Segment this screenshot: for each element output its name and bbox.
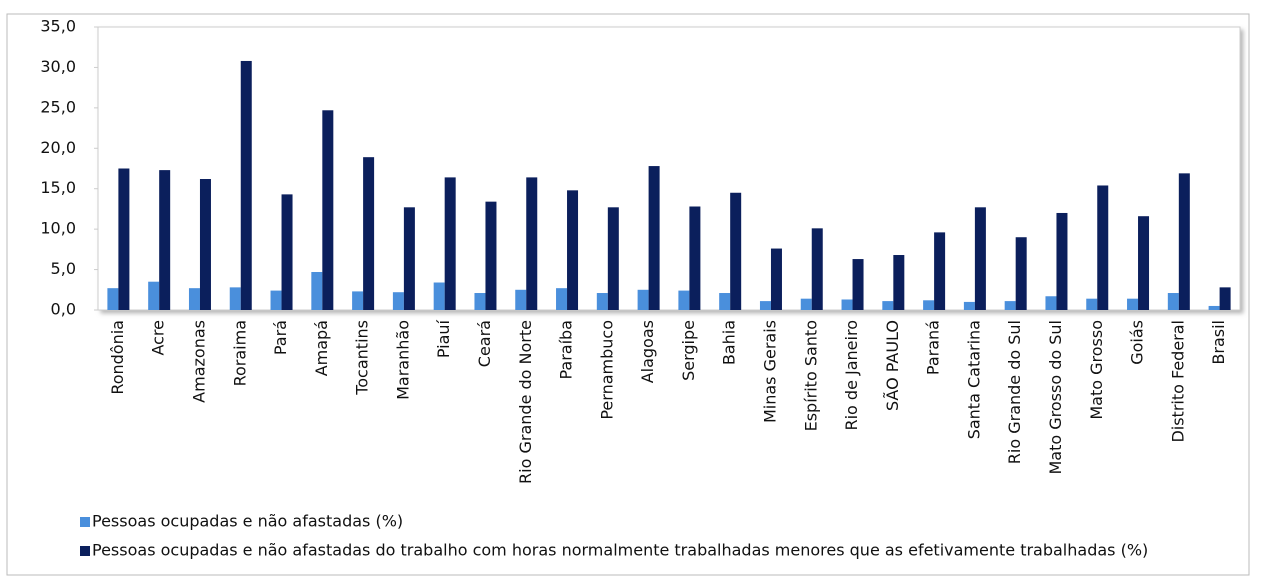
x-tick-label: Tocantins <box>353 320 372 396</box>
bar <box>1208 305 1220 310</box>
bar <box>281 194 293 310</box>
bar <box>1127 298 1139 310</box>
x-tick-label: Pará <box>271 320 290 355</box>
bar <box>1086 298 1098 310</box>
x-tick-label: Paraná <box>924 320 943 375</box>
bar <box>607 207 619 310</box>
bar <box>526 177 538 310</box>
x-tick-label: Pernambuco <box>597 320 616 420</box>
bar <box>270 290 282 310</box>
bar <box>229 287 241 310</box>
bar <box>433 282 445 310</box>
bar <box>1138 216 1150 310</box>
x-tick-label: Sergipe <box>679 320 698 381</box>
y-tick-label: 30,0 <box>40 57 76 76</box>
bar <box>159 170 171 310</box>
bar <box>811 228 823 310</box>
x-tick-label: Goiás <box>1128 320 1147 365</box>
bar <box>1004 301 1016 310</box>
bar <box>474 293 486 310</box>
bar <box>240 60 252 311</box>
bar <box>485 201 497 310</box>
bar <box>689 206 701 310</box>
bar <box>515 289 527 310</box>
x-tick-label: Rio Grande do Sul <box>1005 320 1024 464</box>
x-tick-label: Amazonas <box>189 320 208 403</box>
x-tick-label: Amapá <box>312 320 331 376</box>
bar <box>934 232 946 310</box>
bar <box>648 166 660 310</box>
bar <box>637 289 649 310</box>
y-tick-label: 15,0 <box>40 178 76 197</box>
x-tick-label: Ceará <box>475 320 494 367</box>
x-tick-label: Mato Grosso do Sul <box>1046 320 1065 475</box>
bar <box>567 190 579 310</box>
bar <box>199 179 211 310</box>
legend-label: Pessoas ocupadas e não afastadas do trab… <box>92 541 1148 560</box>
y-tick-label: 10,0 <box>40 219 76 238</box>
x-tick-label: Brasil <box>1209 320 1228 365</box>
bar <box>759 301 771 310</box>
bar <box>118 168 130 310</box>
bar <box>1056 212 1068 310</box>
bar <box>1178 173 1190 310</box>
bar <box>311 271 323 310</box>
legend-swatch <box>80 517 90 527</box>
x-tick-label: Acre <box>149 320 168 356</box>
legend-swatch <box>80 546 90 556</box>
bar <box>403 207 415 310</box>
bar <box>444 177 456 310</box>
bar <box>963 301 975 310</box>
x-tick-label: Roraima <box>230 320 249 386</box>
bar <box>1015 237 1027 310</box>
bar <box>974 207 986 310</box>
bar <box>678 290 690 310</box>
x-tick-label: Paraíba <box>557 320 576 380</box>
bar <box>770 248 782 310</box>
x-tick-label: Santa Catarina <box>964 320 983 439</box>
bar <box>852 259 864 310</box>
bar <box>719 293 731 310</box>
bar <box>800 298 812 310</box>
x-tick-label: Maranhão <box>393 320 412 400</box>
x-tick-label: SÃO PAULO <box>883 320 902 411</box>
x-tick-label: Rio de Janeiro <box>842 320 861 431</box>
y-tick-label: 25,0 <box>40 97 76 116</box>
bar <box>1045 296 1057 310</box>
bar <box>392 292 404 310</box>
x-tick-label: Espírito Santo <box>801 320 820 431</box>
y-tick-label: 0,0 <box>51 300 76 319</box>
plot-area <box>97 26 1241 311</box>
x-tick-label: Alagoas <box>638 320 657 383</box>
x-tick-label: Rondônia <box>108 320 127 395</box>
bar <box>363 157 375 310</box>
y-tick-label: 35,0 <box>40 17 76 36</box>
x-tick-label: Mato Grosso <box>1087 320 1106 420</box>
bar <box>841 299 853 310</box>
bar <box>1167 293 1179 310</box>
bar <box>596 293 608 310</box>
y-tick-label: 5,0 <box>51 259 76 278</box>
bar <box>1097 185 1109 310</box>
bar <box>923 300 935 310</box>
x-tick-label: Minas Gerais <box>760 320 779 423</box>
bar <box>352 291 364 310</box>
legend-label: Pessoas ocupadas e não afastadas (%) <box>92 512 403 531</box>
bar <box>322 110 334 310</box>
x-tick-label: Bahia <box>720 320 739 365</box>
x-tick-label: Piauí <box>434 319 453 358</box>
bar <box>148 281 160 310</box>
bar <box>730 192 742 310</box>
x-tick-label: Rio Grande do Norte <box>516 320 535 484</box>
y-tick-label: 20,0 <box>40 138 76 157</box>
bar <box>1219 287 1231 310</box>
bar <box>188 288 200 310</box>
x-tick-label: Distrito Federal <box>1168 320 1187 443</box>
bar <box>107 288 119 310</box>
bar <box>893 255 905 310</box>
bar <box>882 301 894 310</box>
bar <box>556 288 568 310</box>
